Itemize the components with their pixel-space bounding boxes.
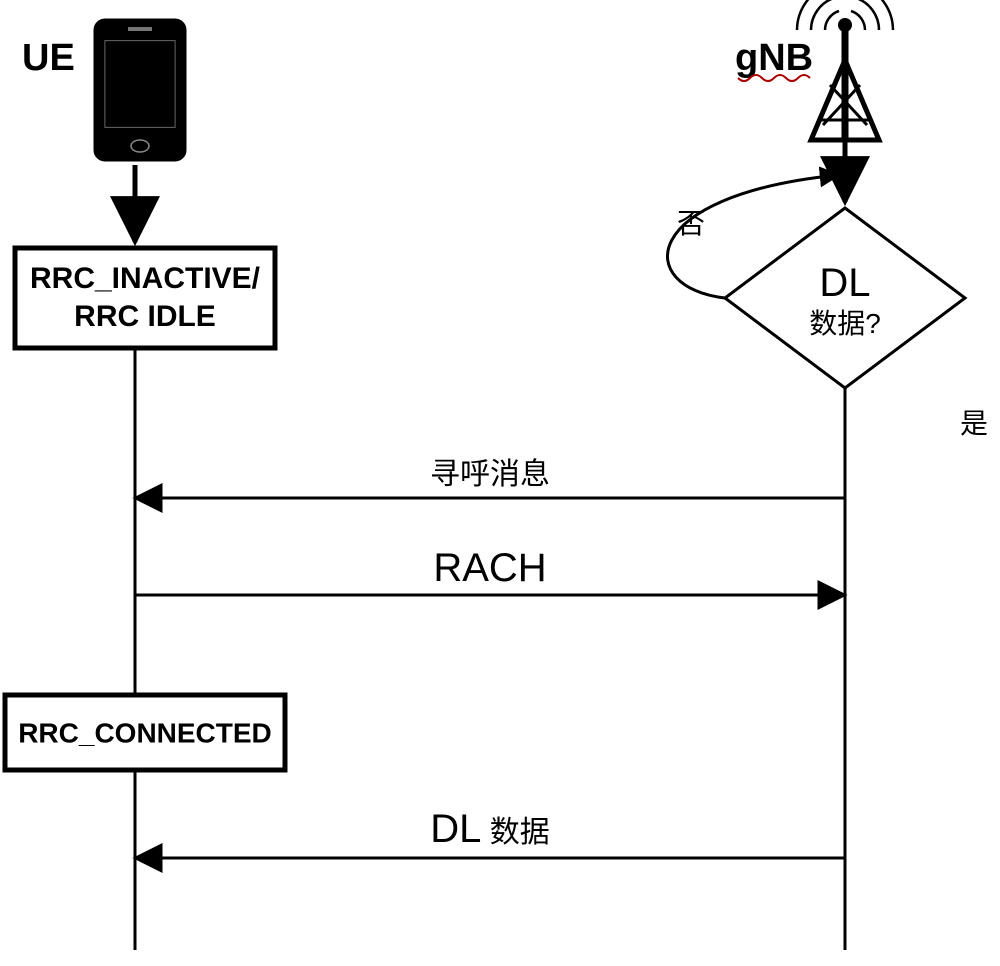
state1-line2: RRC IDLE xyxy=(74,300,216,333)
decision-line2: 数据? xyxy=(809,308,881,339)
msg-label-rach: RACH xyxy=(433,546,546,590)
branch-yes: 是 xyxy=(960,408,988,439)
msg-label-paging: 寻呼消息 xyxy=(430,458,550,491)
state1-line1: RRC_INACTIVE/ xyxy=(30,262,261,295)
decision-line1: DL xyxy=(819,261,870,305)
sequence-flowchart: UE gNB RRC_INACTIVE/RRC IDLE DL数据? 否是 RRC_CON… xyxy=(0,0,1000,966)
msg-label-dldata: DL 数据 xyxy=(430,807,549,851)
branch-no: 否 xyxy=(677,208,705,239)
ue-label: UE xyxy=(22,37,75,79)
state2-label: RRC_CONNECTED xyxy=(18,718,272,749)
gnb-label: gNB xyxy=(735,37,813,79)
